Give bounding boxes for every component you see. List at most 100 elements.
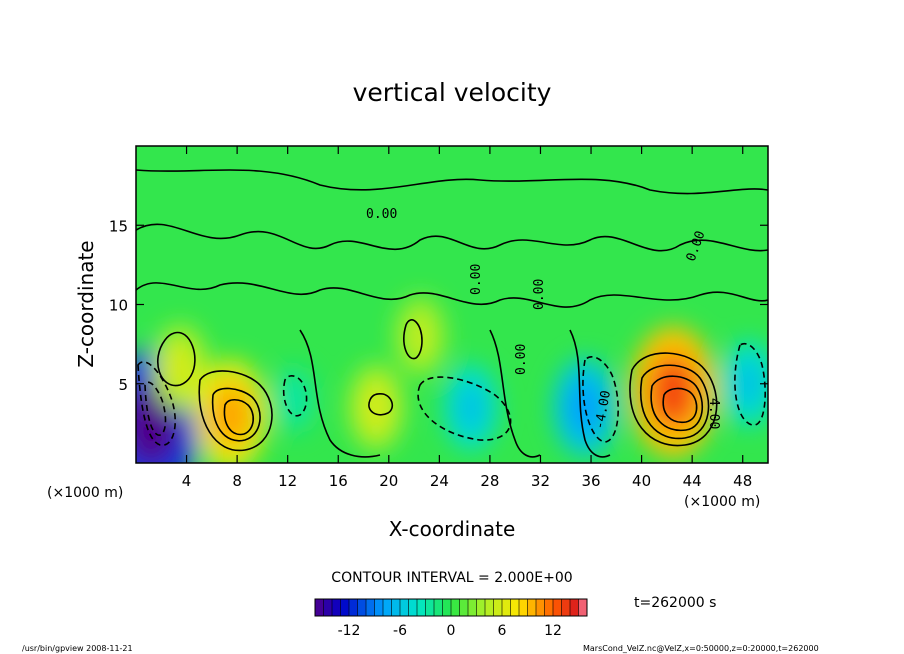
x-tick-label: 40 bbox=[632, 472, 651, 490]
colorbar-swatch bbox=[476, 599, 486, 616]
footer-left: /usr/bin/gpview 2008-11-21 bbox=[22, 644, 133, 653]
plot-area: 0.00 0.00 0.00 0.00 0.00 -4.00 4.00 bbox=[136, 146, 768, 463]
field-core bbox=[567, 380, 603, 435]
x-tick-label: 28 bbox=[480, 472, 499, 490]
contour-line bbox=[582, 356, 619, 443]
colorbar-swatch bbox=[315, 599, 324, 616]
x-tick-label: 4 bbox=[182, 472, 192, 490]
contour-line bbox=[629, 352, 718, 447]
contour-line bbox=[137, 361, 176, 446]
contour-line bbox=[650, 375, 704, 432]
contour-line bbox=[662, 387, 698, 424]
field-core bbox=[456, 383, 486, 432]
colorbar-ticks: -12 -6 0 6 12 bbox=[338, 623, 562, 639]
colorbar-tick-label: 0 bbox=[447, 623, 456, 639]
colorbar-tick-label: 12 bbox=[544, 623, 562, 639]
colorbar-swatch bbox=[502, 599, 511, 616]
contour-label: 0.00 bbox=[469, 264, 484, 295]
colorbar-swatch bbox=[544, 599, 554, 616]
colorbar-swatch bbox=[553, 599, 562, 616]
contour-line bbox=[136, 223, 768, 252]
field-core bbox=[211, 384, 251, 447]
contour-line bbox=[489, 329, 541, 458]
contour-line bbox=[299, 329, 381, 458]
colorbar-swatch bbox=[417, 599, 426, 616]
colorbar-swatch bbox=[434, 599, 443, 616]
colorbar-swatch bbox=[366, 599, 375, 616]
contour-line bbox=[282, 375, 308, 417]
contour-line bbox=[223, 398, 254, 436]
colorbar-swatch bbox=[400, 599, 409, 616]
x-axis-unit-right: (×1000 m) bbox=[684, 494, 760, 510]
contour-line bbox=[403, 319, 423, 360]
contour-label: -4.00 bbox=[592, 389, 614, 430]
contour-line bbox=[640, 364, 710, 440]
colorbar-swatch bbox=[536, 599, 545, 616]
x-tick-label: 36 bbox=[581, 472, 600, 490]
contour-label: 0.00 bbox=[532, 279, 547, 310]
contour-line bbox=[136, 169, 768, 195]
colorbar-swatch bbox=[408, 599, 418, 616]
x-axis-label: X-coordinate bbox=[389, 517, 516, 541]
colorbar-swatch bbox=[510, 599, 520, 616]
colorbar-swatch bbox=[383, 599, 392, 616]
field-core bbox=[282, 381, 306, 419]
x-axis: 4 8 12 16 20 24 28 32 36 40 44 48 bbox=[182, 146, 752, 490]
contour-line bbox=[417, 376, 512, 441]
colorbar-swatch bbox=[459, 599, 469, 616]
x-tick-label: 8 bbox=[232, 472, 242, 490]
colorbar-swatch bbox=[578, 599, 588, 616]
colorbar-swatch bbox=[451, 599, 460, 616]
contour-line bbox=[156, 331, 196, 387]
x-tick-label: 44 bbox=[683, 472, 702, 490]
x-tick-label: 32 bbox=[531, 472, 550, 490]
colorbar-swatch bbox=[468, 599, 477, 616]
contour-label: 0.00 bbox=[366, 207, 397, 222]
colorbar-swatch bbox=[357, 599, 367, 616]
colorbar-tick-label: -6 bbox=[393, 623, 407, 639]
contour-line bbox=[368, 392, 394, 416]
contour-line bbox=[144, 381, 167, 436]
colorbar-tick-label: -12 bbox=[338, 623, 361, 639]
colorbar bbox=[315, 599, 588, 616]
time-label: t=262000 s bbox=[634, 595, 716, 611]
footer-right: MarsCond_VelZ.nc@VelZ,x=0:50000,z=0:2000… bbox=[583, 644, 819, 653]
contour-line bbox=[569, 329, 611, 458]
y-tick-label: 5 bbox=[118, 376, 128, 394]
contour-line bbox=[211, 387, 261, 442]
contour-interval-label: CONTOUR INTERVAL = 2.000E+00 bbox=[331, 570, 572, 586]
contour-label: 4.00 bbox=[706, 398, 721, 429]
colorbar-swatch bbox=[349, 599, 358, 616]
field-core bbox=[361, 383, 392, 432]
y-tick-label: 10 bbox=[109, 297, 128, 315]
colorbar-swatch bbox=[425, 599, 435, 616]
y-tick-label: 15 bbox=[109, 217, 128, 235]
colorbar-swatch bbox=[570, 599, 579, 616]
contour-line bbox=[198, 370, 273, 452]
colorbar-swatch bbox=[493, 599, 503, 616]
field-core bbox=[649, 355, 697, 428]
x-tick-label: 20 bbox=[379, 472, 398, 490]
contour-lines bbox=[136, 169, 768, 458]
colorbar-swatch bbox=[561, 599, 571, 616]
colorbar-frame bbox=[314, 598, 588, 617]
colorbar-swatch bbox=[340, 599, 350, 616]
x-tick-label: 16 bbox=[329, 472, 348, 490]
colorbar-swatch bbox=[442, 599, 452, 616]
colorbar-swatch bbox=[485, 599, 494, 616]
field-core bbox=[734, 359, 764, 408]
field-core bbox=[406, 314, 435, 359]
x-tick-label: 48 bbox=[733, 472, 752, 490]
y-axis-label: Z-coordinate bbox=[74, 240, 98, 367]
colorbar-swatch bbox=[527, 599, 537, 616]
colorbar-swatch bbox=[332, 599, 341, 616]
colorbar-swatch bbox=[519, 599, 528, 616]
colorbar-swatch bbox=[391, 599, 401, 616]
negative-contour-lines bbox=[137, 343, 766, 446]
x-tick-label: 12 bbox=[278, 472, 297, 490]
colorbar-tick-label: 6 bbox=[498, 623, 507, 639]
x-tick-label: 24 bbox=[430, 472, 449, 490]
contour-label: 0.00 bbox=[514, 344, 529, 375]
contour-line bbox=[136, 282, 768, 308]
